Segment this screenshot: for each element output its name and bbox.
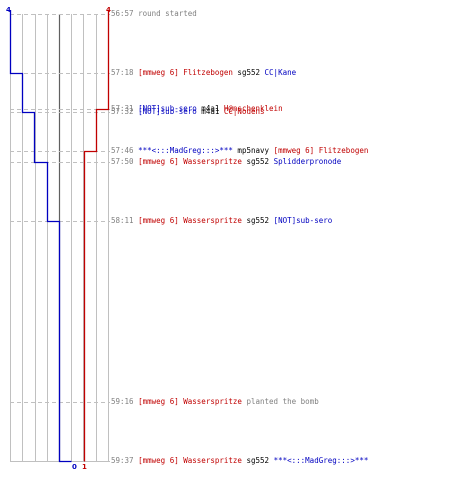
event-time: 56:57 [111,9,139,18]
weapon-name: sg552 [232,68,265,77]
event-time: 57:50 [111,157,139,166]
event-row: 57:31 [NOT]sub-sero m4a1 H@nschenklein [111,104,283,113]
ct-team-survivor-line [9,10,72,463]
ct-end-count: 0 [72,463,77,471]
event-row: 56:57 round started [111,9,197,18]
event-time: 57:31 [111,104,139,113]
t-player-name: [mmweg 6] Flitzebogen [273,146,369,155]
event-row: 59:16 [mmweg 6] Wasserspritze planted th… [111,397,319,406]
weapon-name: sg552 [241,157,274,166]
ct-player-name: ***<:::MadGreg:::>*** [273,456,369,465]
ct-start-count: 4 [6,6,11,14]
t-player-name: [mmweg 6] Wasserspritze [138,157,242,166]
event-row: 57:18 [mmweg 6] Flitzebogen sg552 CC|Kan… [111,68,296,77]
event-row: 57:50 [mmweg 6] Wasserspritze sg552 Spli… [111,157,341,166]
ct-player-name: CC|Kane [264,68,297,77]
t-start-count: 4 [106,6,111,14]
ct-player-name: ***<:::MadGreg:::>*** [138,146,233,155]
t-player-name: [mmweg 6] Wasserspritze [138,397,242,406]
ct-player-name: [NOT]sub-sero [138,104,197,113]
t-player-name: H@nschenklein [223,104,283,113]
t-player-name: [mmweg 6] Wasserspritze [138,456,242,465]
weapon-name: sg552 [241,456,274,465]
event-time: 57:46 [111,146,139,155]
event-row: 58:11 [mmweg 6] Wasserspritze sg552 [NOT… [111,216,332,225]
weapon-name: m4a1 [196,107,224,116]
ct-player-name: Splidderpronode [273,157,342,166]
event-row: 59:37 [mmweg 6] Wasserspritze sg552 ***<… [111,456,368,465]
ct-player-name: [NOT]sub-sero [138,107,197,116]
t-end-count: 1 [82,463,87,471]
event-time: 57:18 [111,68,139,77]
event-row: 57:32 [NOT]sub-sero m4a1 CC|Nodens [111,107,265,116]
t-player-name: [mmweg 6] Flitzebogen [138,68,233,77]
weapon-name: m4a1 [196,104,224,113]
t-player-name: [mmweg 6] Wasserspritze [138,216,242,225]
event-text: round started [138,9,197,18]
weapon-name: sg552 [241,216,274,225]
event-text: planted the bomb [241,397,319,406]
event-row: 57:46 ***<:::MadGreg:::>*** mp5navy [mmw… [111,146,368,155]
event-time: 59:16 [111,397,139,406]
weapon-name: mp5navy [232,146,274,155]
t-team-survivor-line [83,10,110,462]
event-time: 57:32 [111,107,139,116]
t-player-name: CC|Nodens [223,107,265,116]
ct-player-name: [NOT]sub-sero [273,216,333,225]
event-time: 58:11 [111,216,139,225]
event-time: 59:37 [111,456,139,465]
